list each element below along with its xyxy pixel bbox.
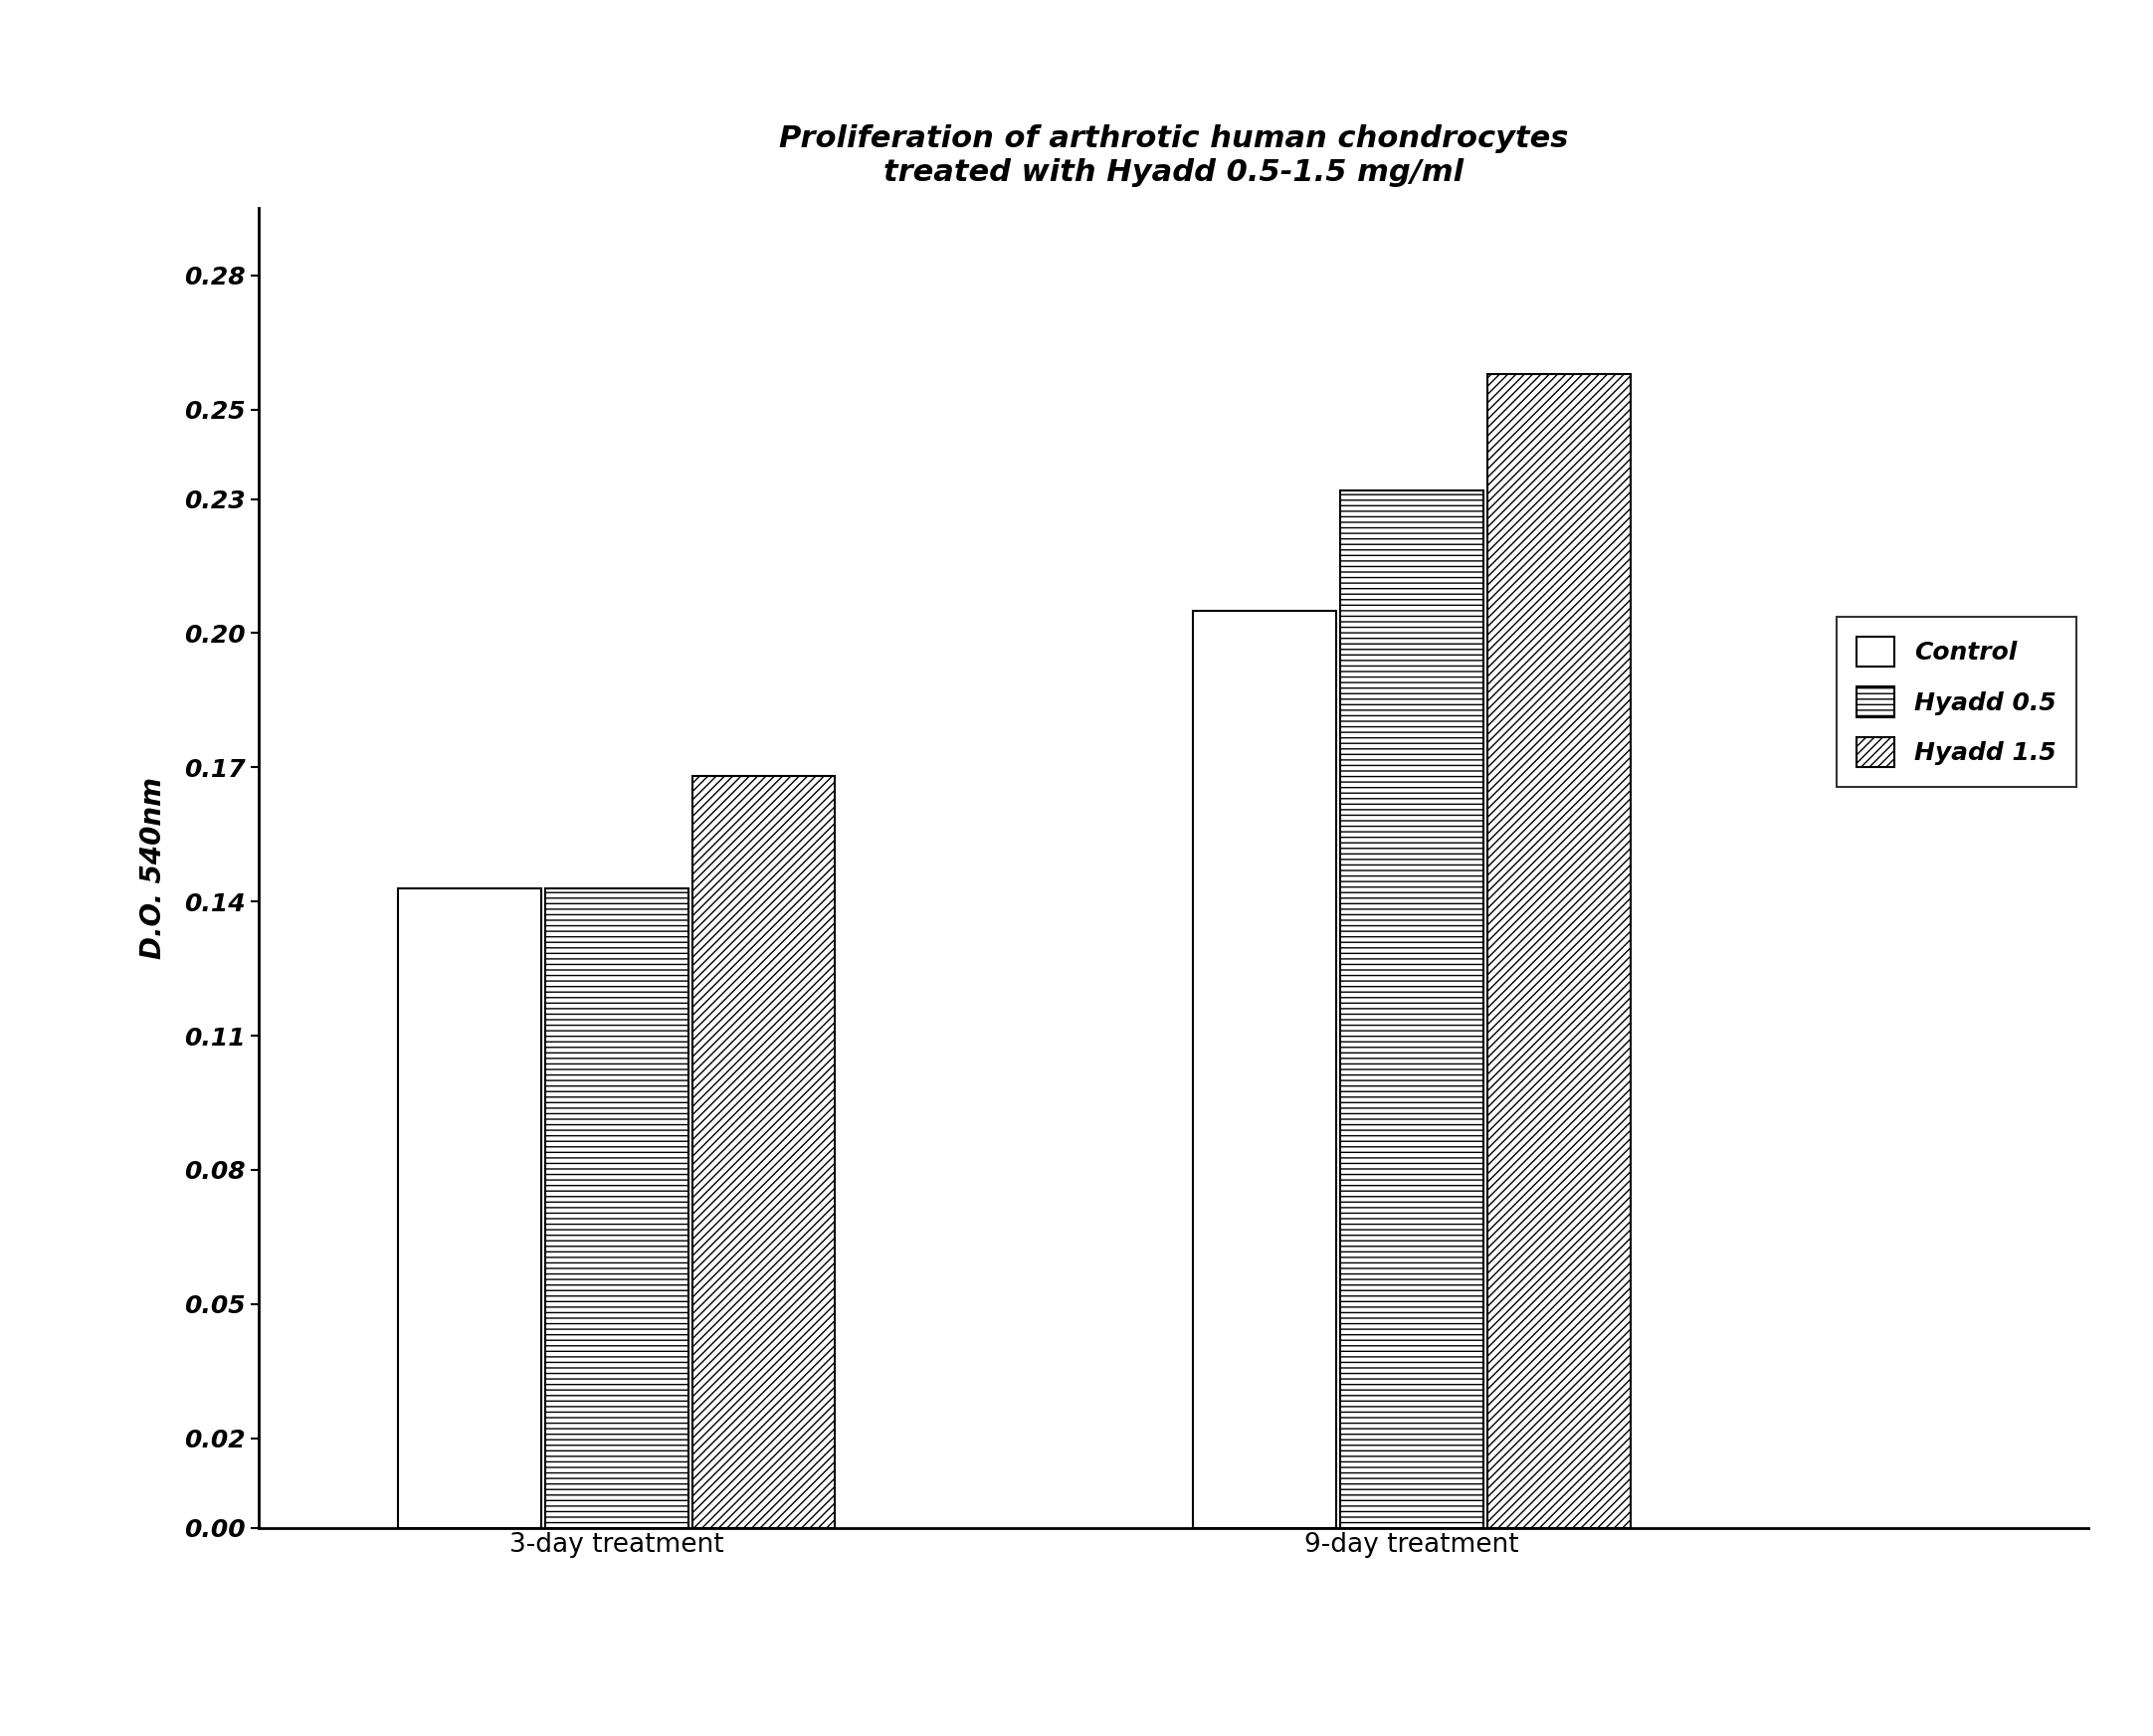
Bar [545, 889, 689, 1528]
Y-axis label: D.O. 540nm: D.O. 540nm [140, 778, 168, 958]
Bar [1193, 611, 1337, 1528]
Bar [1488, 373, 1630, 1528]
Legend: Control, Hyadd 0.5, Hyadd 1.5: Control, Hyadd 0.5, Hyadd 1.5 [1837, 616, 2075, 786]
Bar [1341, 490, 1483, 1528]
Bar [691, 776, 835, 1528]
Bar [398, 889, 540, 1528]
Title: Proliferation of arthrotic human chondrocytes
treated with Hyadd 0.5-1.5 mg/ml: Proliferation of arthrotic human chondro… [779, 125, 1567, 187]
